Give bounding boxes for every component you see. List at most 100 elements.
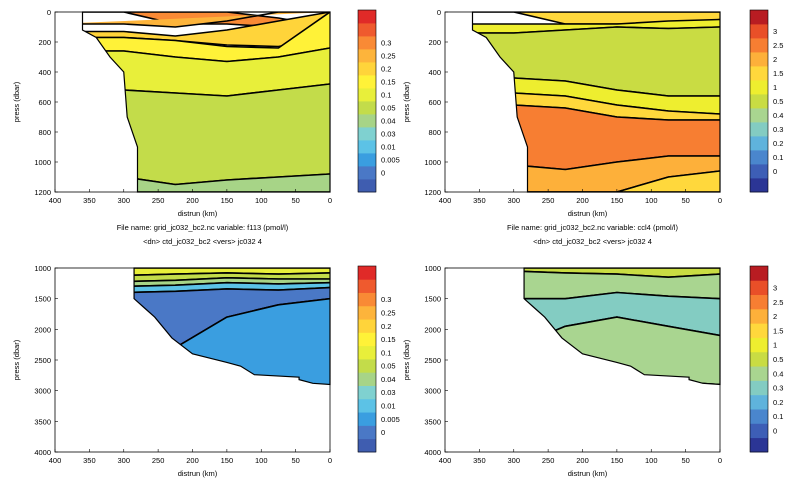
colorbar-swatch bbox=[750, 280, 768, 296]
colorbar-label: 1 bbox=[773, 341, 777, 350]
x-tick-label: 350 bbox=[473, 196, 486, 205]
colorbar-label: 0.4 bbox=[773, 369, 783, 378]
colorbar-swatch bbox=[358, 266, 376, 280]
colorbar-label: 0.05 bbox=[381, 104, 396, 113]
y-tick-label: 800 bbox=[38, 128, 51, 137]
colorbar-swatch bbox=[750, 94, 768, 109]
x-tick-label: 250 bbox=[152, 196, 165, 205]
chart-panel-top-left: 400 350 300 250 200 150 100 50 0 0 200 400 600 800 100… bbox=[12, 8, 400, 246]
colorbar-label: 0.25 bbox=[381, 309, 396, 318]
contour-band bbox=[82, 12, 330, 28]
colorbar-label: 0 bbox=[381, 169, 385, 178]
y-tick-label: 3500 bbox=[424, 417, 441, 426]
x-axis-label: distrun (km) bbox=[568, 209, 608, 218]
x-tick-label: 200 bbox=[576, 196, 589, 205]
colorbar-swatch bbox=[750, 266, 768, 281]
x-tick-label: 400 bbox=[439, 456, 452, 465]
colorbar-label: 0.2 bbox=[773, 139, 783, 148]
y-axis-label: press (dbar) bbox=[12, 81, 21, 122]
x-tick-label: 0 bbox=[718, 456, 722, 465]
y-tick-label: 1500 bbox=[424, 295, 441, 304]
x-tick-label: 300 bbox=[507, 196, 520, 205]
colorbar-label: 2 bbox=[773, 312, 777, 321]
x-tick-label: 400 bbox=[49, 196, 62, 205]
x-tick-label: 150 bbox=[611, 196, 624, 205]
x-tick-label: 250 bbox=[152, 456, 165, 465]
y-tick-label: 200 bbox=[38, 38, 51, 47]
x-tick-label: 150 bbox=[611, 456, 624, 465]
colorbar-swatch bbox=[358, 179, 376, 193]
x-tick-label: 200 bbox=[186, 456, 199, 465]
colorbar-swatch bbox=[358, 114, 376, 128]
colorbar-swatch bbox=[750, 38, 768, 53]
colorbar-swatch bbox=[358, 62, 376, 76]
colorbar-label: 0.3 bbox=[773, 125, 783, 134]
colorbar-swatch bbox=[750, 423, 768, 439]
colorbar-label: 0.5 bbox=[773, 97, 783, 106]
colorbar-swatch bbox=[750, 136, 768, 151]
colorbar-label: 3 bbox=[773, 283, 777, 292]
x-tick-label: 200 bbox=[186, 196, 199, 205]
colorbar-swatch bbox=[358, 412, 376, 426]
x-axis-label: distrun (km) bbox=[178, 209, 218, 218]
x-tick-label: 0 bbox=[328, 456, 332, 465]
colorbar-label: 0.4 bbox=[773, 111, 783, 120]
colorbar-swatch bbox=[358, 332, 376, 347]
colorbar-frame bbox=[749, 9, 769, 193]
chart-panel-bottom-right: 400 350 300 250 200 150 100 50 01000150020002500… bbox=[402, 264, 783, 478]
y-tick-label: 1000 bbox=[34, 158, 51, 167]
colorbar-label: 0.03 bbox=[381, 130, 396, 139]
y-tick-label: 200 bbox=[428, 38, 441, 47]
colorbar-swatch bbox=[358, 75, 376, 89]
chart-panel-top-right: 400 350 300 250 200 150 100 50 00200400600800100… bbox=[402, 8, 783, 246]
colorbar-label: 0.1 bbox=[381, 91, 391, 100]
colorbar-swatch bbox=[750, 108, 768, 123]
colorbar-swatch bbox=[358, 305, 376, 320]
colorbar-label: 0.3 bbox=[381, 39, 391, 48]
y-axis-label: press (dbar) bbox=[402, 339, 411, 380]
colorbar-label: 0.5 bbox=[773, 355, 783, 364]
colorbar-swatch bbox=[750, 150, 768, 165]
colorbar-swatch bbox=[358, 101, 376, 115]
colorbar-swatch bbox=[750, 24, 768, 39]
x-tick-label: 300 bbox=[117, 456, 130, 465]
colorbar-label: 0 bbox=[773, 427, 777, 436]
colorbar-swatch bbox=[358, 398, 376, 413]
colorbar-swatch bbox=[750, 437, 768, 453]
colorbar-swatch bbox=[358, 153, 376, 167]
colorbar-swatch bbox=[358, 36, 376, 50]
x-axis-label: distrun (km) bbox=[178, 469, 218, 478]
colorbar-label: 1.5 bbox=[773, 326, 783, 335]
colorbar-swatch bbox=[358, 385, 376, 400]
version-caption: <dn> ctd_jc032_bc2 <vers> jc032 4 bbox=[143, 237, 262, 246]
colorbar-label: 1 bbox=[773, 83, 777, 92]
colorbar-label: 0.03 bbox=[381, 388, 396, 397]
y-tick-label: 2500 bbox=[34, 356, 51, 365]
colorbar-swatch bbox=[358, 292, 376, 307]
x-tick-label: 100 bbox=[645, 196, 658, 205]
colorbar-swatch bbox=[750, 337, 768, 353]
x-tick-label: 100 bbox=[645, 456, 658, 465]
colorbar-label: 0 bbox=[381, 428, 385, 437]
colorbar-label: 0.1 bbox=[773, 412, 783, 421]
y-tick-label: 0 bbox=[437, 8, 441, 17]
x-tick-label: 50 bbox=[681, 456, 689, 465]
y-tick-label: 4000 bbox=[34, 448, 51, 457]
version-caption: <dn> ctd_jc032_bc2 <vers> jc032 4 bbox=[533, 237, 652, 246]
colorbar-label: 0.005 bbox=[381, 415, 400, 424]
x-tick-label: 400 bbox=[49, 456, 62, 465]
colorbar-swatch bbox=[358, 127, 376, 141]
colorbar-swatch bbox=[358, 166, 376, 180]
colorbar-swatch bbox=[750, 380, 768, 396]
y-axis-label: press (dbar) bbox=[402, 81, 411, 122]
contour-band bbox=[472, 170, 720, 192]
colorbar-swatch bbox=[358, 279, 376, 293]
x-tick-label: 300 bbox=[507, 456, 520, 465]
colorbar-swatch bbox=[358, 425, 376, 440]
y-tick-label: 800 bbox=[428, 128, 441, 137]
x-axis-label: distrun (km) bbox=[568, 469, 608, 478]
colorbar-swatch bbox=[358, 438, 376, 453]
y-tick-label: 4000 bbox=[424, 448, 441, 457]
colorbar-label: 0.04 bbox=[381, 117, 396, 126]
